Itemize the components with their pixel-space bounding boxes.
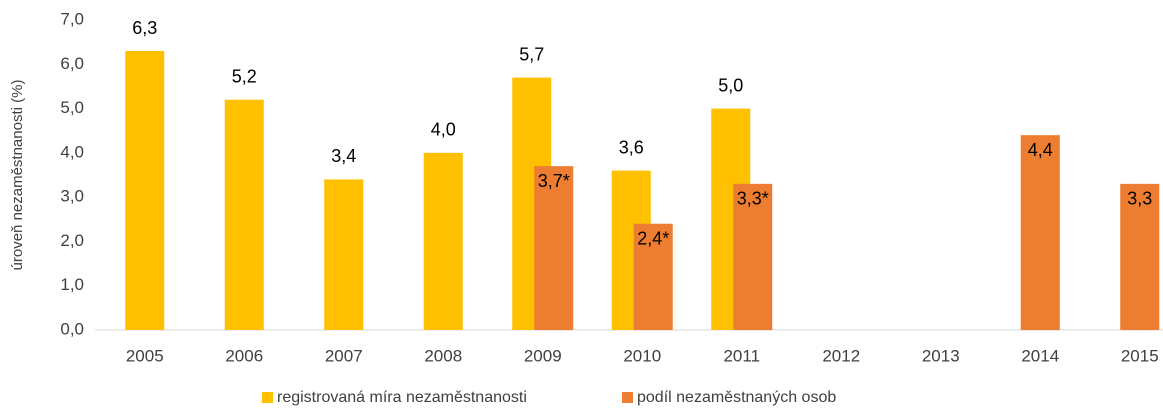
value-label: 2,4* — [637, 228, 669, 248]
x-tick-label: 2014 — [1021, 346, 1059, 365]
value-label: 4,4 — [1028, 140, 1053, 160]
value-label: 6,3 — [132, 18, 157, 38]
bar — [423, 152, 463, 330]
x-tick-label: 2006 — [225, 346, 263, 365]
x-tick-label: 2015 — [1121, 346, 1159, 365]
value-label: 3,3 — [1127, 189, 1152, 209]
legend-label: podíl nezaměstnaných osob — [637, 389, 836, 406]
value-label: 3,6 — [619, 137, 644, 157]
x-tick-label: 2011 — [723, 346, 760, 365]
value-label: 3,7* — [538, 171, 570, 191]
x-tick-label: 2012 — [822, 346, 860, 365]
bar — [1120, 183, 1160, 330]
x-tick-label: 2008 — [424, 346, 462, 365]
x-tick-label: 2013 — [922, 346, 960, 365]
value-label: 3,3* — [737, 189, 769, 209]
y-tick-label: 0,0 — [60, 319, 84, 338]
bar — [1020, 135, 1060, 330]
x-tick-label: 2007 — [325, 346, 363, 365]
bar — [534, 166, 574, 330]
y-tick-label: 5,0 — [60, 98, 84, 117]
y-tick-label: 4,0 — [60, 142, 84, 161]
value-label: 3,4 — [331, 146, 356, 166]
y-tick-label: 6,0 — [60, 54, 84, 73]
value-label: 5,0 — [718, 75, 743, 95]
y-tick-label: 3,0 — [60, 187, 84, 206]
y-tick-label: 1,0 — [60, 275, 84, 294]
bar — [633, 223, 673, 330]
x-tick-label: 2005 — [126, 346, 164, 365]
y-tick-label: 7,0 — [60, 9, 84, 28]
y-tick-label: 2,0 — [60, 231, 84, 250]
bar — [324, 179, 364, 330]
value-label: 4,0 — [431, 120, 456, 140]
x-tick-label: 2010 — [623, 346, 661, 365]
legend-swatch — [622, 392, 633, 403]
y-axis-label: úroveň nezaměstnanosti (%) — [9, 80, 26, 271]
legend-label: registrovaná míra nezaměstnanosti — [277, 389, 527, 406]
legend-swatch — [262, 392, 273, 403]
value-label: 5,7 — [519, 44, 544, 64]
bar — [125, 51, 165, 330]
x-tick-label: 2009 — [524, 346, 562, 365]
value-label: 5,2 — [232, 66, 257, 86]
bar — [224, 99, 264, 330]
bar — [733, 183, 773, 330]
